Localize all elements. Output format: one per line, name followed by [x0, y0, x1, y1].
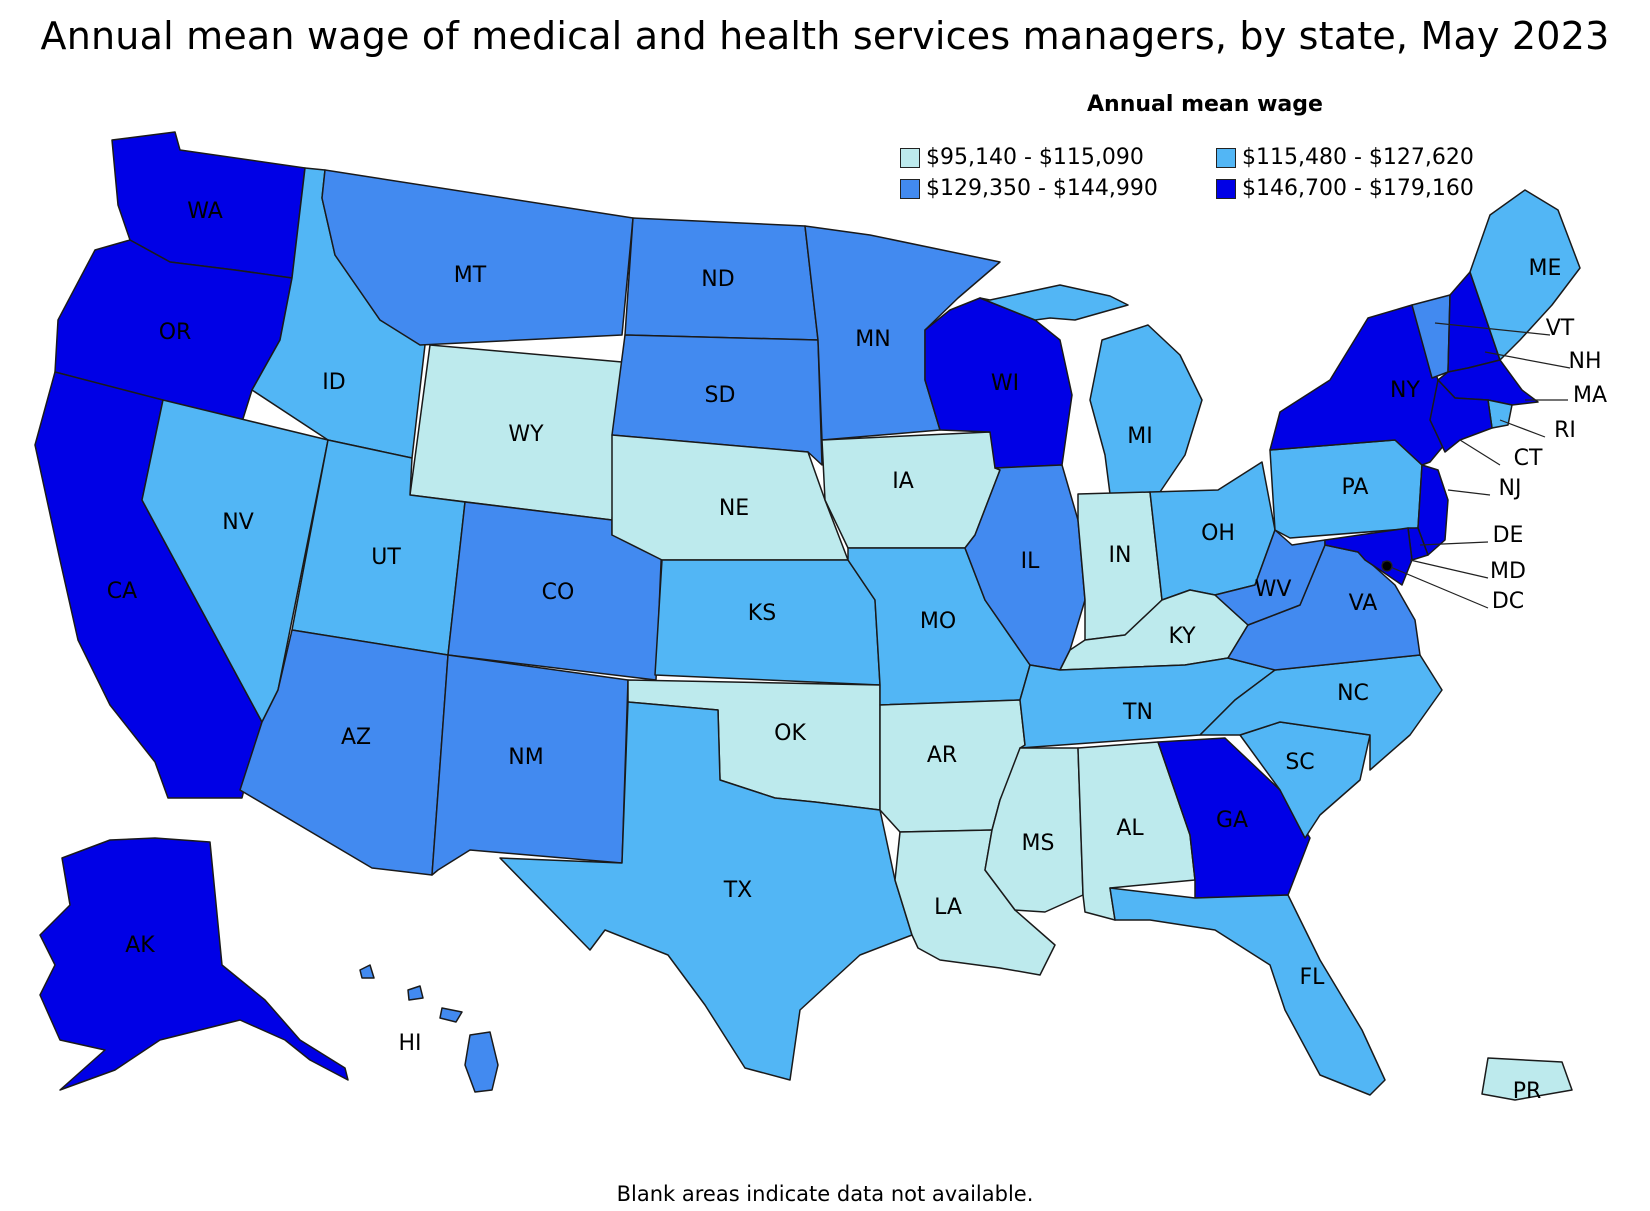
state-label-ks: KS [748, 601, 776, 626]
legend-title: Annual mean wage [1087, 92, 1323, 117]
state-label-nj: NJ [1499, 476, 1522, 501]
state-label-or: OR [159, 320, 192, 345]
state-label-ut: UT [371, 545, 401, 570]
state-mi [979, 284, 1129, 321]
legend-swatch [1216, 178, 1236, 199]
state-label-wy: WY [508, 422, 544, 447]
state-hi [359, 964, 499, 1093]
legend-item-bin-2: $129,350 - $144,990 [900, 176, 1158, 201]
state-label-la: LA [934, 895, 962, 920]
state-label-ky: KY [1168, 624, 1196, 649]
state-label-oh: OH [1201, 521, 1235, 546]
state-label-ny: NY [1390, 378, 1420, 403]
state-label-nd: ND [701, 267, 734, 292]
state-label-ms: MS [1022, 831, 1055, 856]
legend-label: $129,350 - $144,990 [926, 176, 1158, 201]
callout-line-md [1409, 559, 1489, 579]
callout-line-ri [1499, 419, 1546, 438]
state-label-me: ME [1529, 256, 1562, 281]
state-ak [39, 837, 349, 1091]
state-label-md: MD [1490, 559, 1526, 584]
state-label-az: AZ [341, 725, 371, 750]
state-label-ga: GA [1216, 808, 1248, 833]
legend-swatch [900, 147, 920, 168]
callout-line-de [1419, 541, 1489, 546]
state-me [1469, 189, 1581, 361]
legend-swatch [1216, 147, 1236, 168]
state-tx [499, 701, 913, 1081]
state-label-al: AL [1116, 816, 1144, 841]
state-label-pr: PR [1513, 1079, 1542, 1104]
state-md [1324, 527, 1413, 586]
footnote: Blank areas indicate data not available. [616, 1182, 1034, 1206]
state-label-sc: SC [1285, 750, 1314, 775]
callout-line-ct [1459, 439, 1501, 466]
state-label-mo: MO [920, 609, 956, 634]
legend-label: $95,140 - $115,090 [926, 145, 1144, 170]
state-label-ia: IA [892, 469, 914, 494]
legend-item-bin-3: $146,700 - $179,160 [1216, 176, 1474, 201]
state-label-ne: NE [719, 496, 749, 521]
state-label-wa: WA [187, 199, 223, 224]
state-wi [924, 297, 1073, 469]
legend-item-bin-1: $115,480 - $127,620 [1216, 145, 1474, 170]
state-label-vt: VT [1546, 316, 1575, 341]
state-label-hi: HI [398, 1031, 421, 1056]
callout-line-vt [1434, 322, 1551, 336]
state-ms [984, 747, 1084, 913]
state-label-pa: PA [1342, 475, 1369, 500]
state-fl [1109, 887, 1386, 1096]
callout-line-nh [1484, 351, 1571, 369]
state-label-dc: DC [1492, 589, 1524, 614]
state-label-mi: MI [1127, 424, 1152, 449]
state-label-nm: NM [508, 745, 543, 770]
legend-item-bin-0: $95,140 - $115,090 [900, 145, 1144, 170]
state-label-co: CO [542, 580, 575, 605]
state-label-nv: NV [222, 510, 254, 535]
state-label-va: VA [1349, 591, 1378, 616]
state-pr [1481, 1057, 1573, 1101]
state-label-ri: RI [1554, 418, 1576, 443]
state-mi [1089, 324, 1203, 495]
state-nc [1199, 654, 1443, 771]
state-label-ak: AK [125, 933, 155, 958]
state-label-tn: TN [1122, 700, 1153, 725]
state-label-sd: SD [705, 383, 736, 408]
state-label-wv: WV [1255, 577, 1292, 602]
state-label-ct: CT [1514, 446, 1543, 471]
state-label-ar: AR [927, 743, 957, 768]
state-label-ma: MA [1573, 383, 1607, 408]
state-label-de: DE [1493, 523, 1524, 548]
dc-marker [1381, 560, 1393, 572]
legend-swatch [900, 178, 920, 199]
map-title: Annual mean wage of medical and health s… [40, 14, 1610, 58]
state-label-ca: CA [107, 579, 137, 604]
state-label-ok: OK [774, 721, 806, 746]
state-label-wi: WI [991, 371, 1019, 396]
legend-label: $115,480 - $127,620 [1242, 145, 1474, 170]
state-label-il: IL [1021, 549, 1040, 574]
state-sd [611, 334, 823, 466]
callout-line-nj [1447, 489, 1491, 496]
state-label-id: ID [322, 370, 345, 395]
state-label-mn: MN [855, 327, 890, 352]
state-label-in: IN [1109, 543, 1132, 568]
state-label-tx: TX [723, 878, 753, 903]
state-wv [1214, 529, 1326, 626]
legend-label: $146,700 - $179,160 [1242, 176, 1474, 201]
callout-line-dc [1387, 565, 1489, 609]
state-ct [1429, 379, 1493, 453]
state-label-nc: NC [1337, 681, 1369, 706]
state-label-nh: NH [1569, 349, 1602, 374]
state-label-fl: FL [1300, 965, 1326, 990]
state-label-mt: MT [454, 263, 487, 288]
